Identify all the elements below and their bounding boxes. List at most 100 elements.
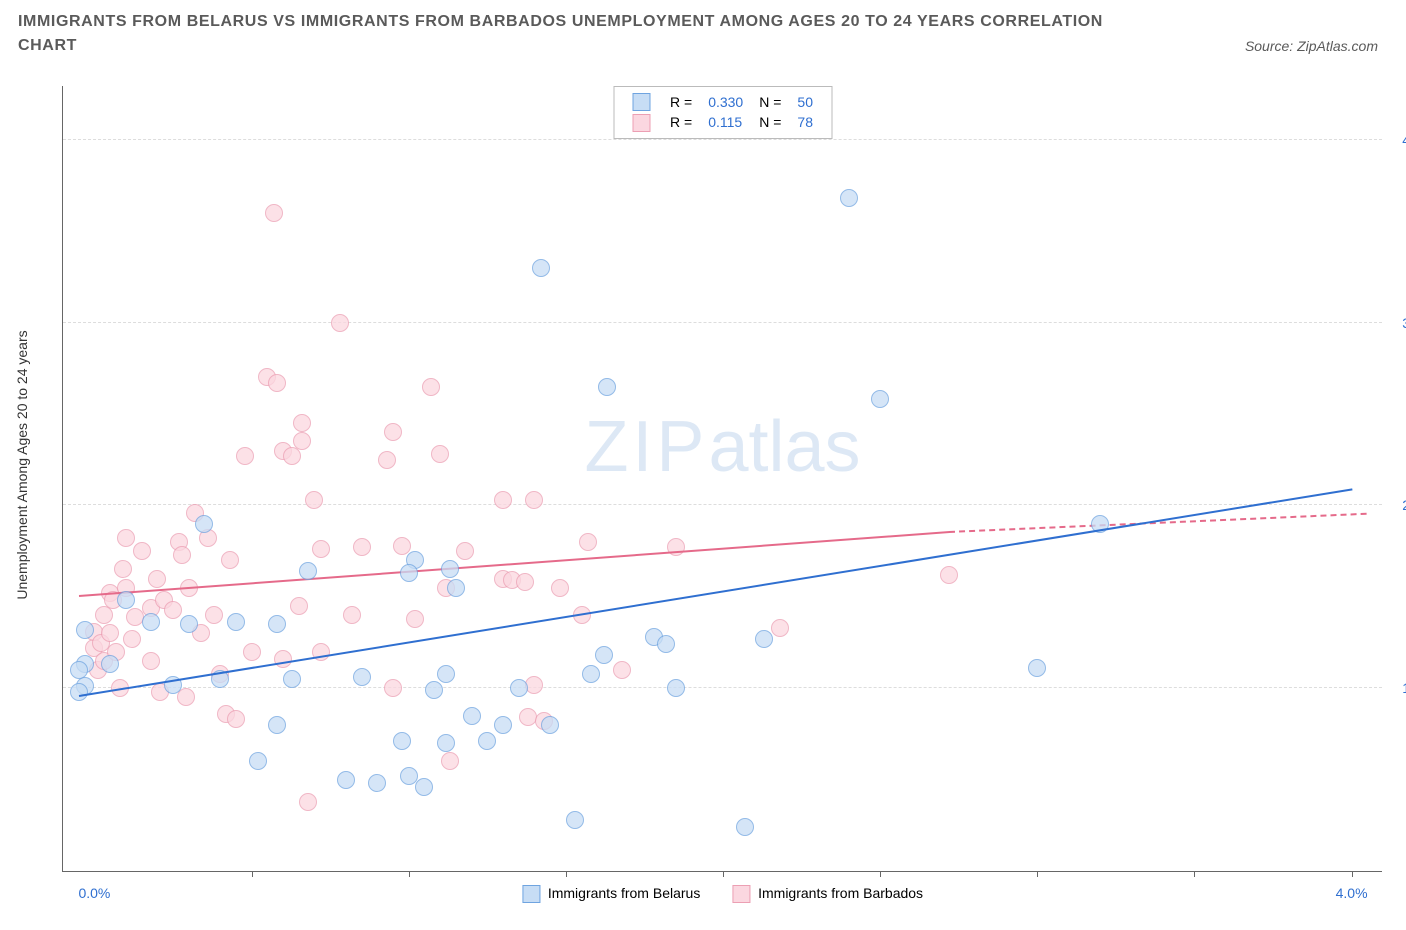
data-point-belarus: [871, 390, 889, 408]
data-point-belarus: [532, 259, 550, 277]
r-value-belarus: 0.330: [700, 92, 751, 112]
n-label: N =: [751, 92, 789, 112]
n-label: N =: [751, 112, 789, 132]
data-point-belarus: [415, 778, 433, 796]
x-tick: [1352, 871, 1353, 877]
gridline: [63, 139, 1382, 140]
data-point-barbados: [265, 204, 283, 222]
data-point-barbados: [114, 560, 132, 578]
data-point-belarus: [70, 683, 88, 701]
n-value-belarus: 50: [789, 92, 821, 112]
data-point-belarus: [268, 716, 286, 734]
data-point-belarus: [400, 564, 418, 582]
data-point-barbados: [133, 542, 151, 560]
source-prefix: Source:: [1245, 38, 1297, 54]
scatter-plot-area: ZIPatlas R = 0.330 N = 50 R = 0.115 N = …: [62, 86, 1382, 872]
data-point-belarus: [70, 661, 88, 679]
x-tick: [252, 871, 253, 877]
n-value-barbados: 78: [789, 112, 821, 132]
data-point-belarus: [736, 818, 754, 836]
data-point-belarus: [180, 615, 198, 633]
data-point-barbados: [312, 540, 330, 558]
data-point-belarus: [249, 752, 267, 770]
data-point-barbados: [393, 537, 411, 555]
data-point-belarus: [227, 613, 245, 631]
x-tick: [1037, 871, 1038, 877]
legend-label-belarus: Immigrants from Belarus: [548, 885, 700, 901]
data-point-barbados: [205, 606, 223, 624]
data-point-barbados: [667, 538, 685, 556]
data-point-barbados: [243, 643, 261, 661]
watermark: ZIPatlas: [584, 406, 860, 488]
data-point-barbados: [290, 597, 308, 615]
data-point-barbados: [177, 688, 195, 706]
series-legend: Immigrants from Belarus Immigrants from …: [508, 885, 937, 903]
gridline: [63, 322, 1382, 323]
data-point-barbados: [227, 710, 245, 728]
data-point-barbados: [441, 752, 459, 770]
data-point-barbados: [494, 491, 512, 509]
x-tick: [1194, 871, 1195, 877]
data-point-barbados: [406, 610, 424, 628]
data-point-belarus: [478, 732, 496, 750]
data-point-belarus: [268, 615, 286, 633]
data-point-barbados: [613, 661, 631, 679]
x-tick: [880, 871, 881, 877]
data-point-barbados: [101, 624, 119, 642]
data-point-barbados: [221, 551, 239, 569]
data-point-belarus: [283, 670, 301, 688]
data-point-barbados: [117, 529, 135, 547]
source-credit: Source: ZipAtlas.com: [1245, 38, 1378, 54]
data-point-belarus: [494, 716, 512, 734]
data-point-belarus: [595, 646, 613, 664]
y-tick-label: 30.0%: [1387, 315, 1406, 331]
data-point-belarus: [582, 665, 600, 683]
data-point-barbados: [431, 445, 449, 463]
data-point-barbados: [771, 619, 789, 637]
data-point-barbados: [148, 570, 166, 588]
y-tick-label: 40.0%: [1387, 132, 1406, 148]
data-point-belarus: [1028, 659, 1046, 677]
data-point-belarus: [840, 189, 858, 207]
data-point-barbados: [525, 676, 543, 694]
source-name: ZipAtlas.com: [1297, 38, 1378, 54]
data-point-barbados: [236, 447, 254, 465]
y-tick-label: 20.0%: [1387, 497, 1406, 513]
data-point-barbados: [384, 423, 402, 441]
legend-item-belarus: Immigrants from Belarus: [522, 885, 700, 903]
legend-label-barbados: Immigrants from Barbados: [758, 885, 923, 901]
data-point-belarus: [510, 679, 528, 697]
data-point-barbados: [525, 491, 543, 509]
x-tick: [723, 871, 724, 877]
data-point-barbados: [353, 538, 371, 556]
trend-line: [79, 489, 1352, 698]
legend-item-barbados: Immigrants from Barbados: [732, 885, 923, 903]
data-point-barbados: [516, 573, 534, 591]
r-label: R =: [662, 92, 700, 112]
r-value-barbados: 0.115: [700, 112, 751, 132]
data-point-barbados: [293, 414, 311, 432]
data-point-belarus: [447, 579, 465, 597]
data-point-belarus: [299, 562, 317, 580]
data-point-belarus: [437, 665, 455, 683]
data-point-belarus: [598, 378, 616, 396]
data-point-barbados: [305, 491, 323, 509]
data-point-belarus: [353, 668, 371, 686]
r-label: R =: [662, 112, 700, 132]
data-point-belarus: [566, 811, 584, 829]
x-tick: [566, 871, 567, 877]
data-point-belarus: [393, 732, 411, 750]
data-point-belarus: [755, 630, 773, 648]
data-point-barbados: [343, 606, 361, 624]
data-point-belarus: [463, 707, 481, 725]
swatch-belarus: [522, 885, 540, 903]
data-point-belarus: [667, 679, 685, 697]
data-point-barbados: [164, 601, 182, 619]
data-point-belarus: [657, 635, 675, 653]
data-point-belarus: [337, 771, 355, 789]
data-point-barbados: [274, 650, 292, 668]
data-point-belarus: [437, 734, 455, 752]
data-point-belarus: [441, 560, 459, 578]
x-tick: [409, 871, 410, 877]
data-point-belarus: [541, 716, 559, 734]
